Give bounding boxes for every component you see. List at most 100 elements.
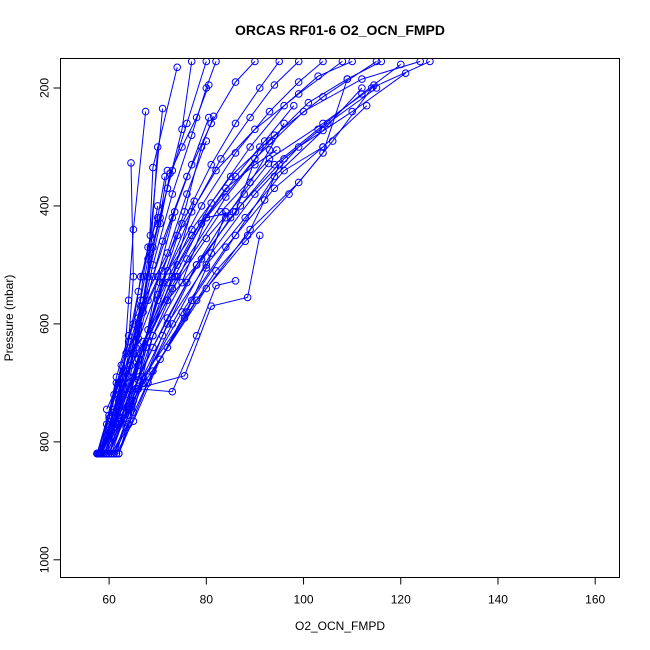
data-point: [265, 146, 274, 154]
data-point: [132, 385, 140, 393]
data-point: [426, 58, 434, 66]
data-point: [251, 58, 259, 66]
data-point: [226, 172, 235, 181]
data-point: [246, 225, 254, 234]
data-point: [372, 58, 381, 66]
data-point: [173, 261, 181, 269]
data-point: [173, 272, 181, 281]
data-point: [207, 160, 215, 169]
data-point: [129, 396, 138, 405]
x-axis: 60 80 100 120 140 160: [102, 577, 606, 607]
data-point: [187, 231, 196, 240]
data-point: [256, 231, 264, 240]
data-point: [105, 449, 113, 458]
data-point: [217, 208, 225, 216]
data-point: [149, 163, 157, 172]
data-point: [264, 159, 273, 168]
data-point: [212, 267, 220, 275]
data-point: [163, 320, 172, 328]
data-point: [270, 160, 279, 169]
profile-line: [96, 117, 210, 454]
data-point: [202, 284, 211, 293]
data-point: [153, 202, 162, 210]
data-point: [256, 84, 264, 92]
data-point: [134, 287, 143, 296]
data-point: [144, 272, 152, 281]
data-point: [153, 213, 162, 222]
data-point: [183, 119, 191, 128]
data-point: [156, 355, 164, 364]
data-point: [134, 334, 143, 343]
data-point: [132, 343, 140, 352]
data-point: [134, 361, 143, 370]
x-tick-label: 60: [102, 593, 116, 607]
data-point: [209, 112, 218, 121]
y-axis: 200 400 600 800 1000: [38, 78, 61, 573]
y-tick-label: 200: [38, 78, 52, 98]
data-point: [122, 349, 130, 358]
plot-lines: [96, 60, 431, 454]
data-point: [163, 314, 172, 322]
data-point: [319, 149, 327, 157]
data-point: [110, 390, 118, 399]
data-point: [163, 267, 172, 275]
data-point: [319, 126, 327, 135]
data-point: [256, 143, 264, 151]
data-point: [110, 405, 118, 414]
data-point: [358, 90, 366, 98]
data-point: [197, 255, 206, 263]
data-point: [251, 155, 259, 163]
data-point: [294, 78, 303, 86]
data-point: [134, 320, 143, 328]
data-point: [178, 219, 186, 228]
data-point: [163, 166, 172, 175]
data-point: [149, 261, 157, 269]
data-point: [187, 160, 196, 169]
data-point: [115, 449, 123, 458]
profile-line: [106, 67, 178, 410]
data-point: [401, 69, 410, 77]
data-point: [222, 213, 230, 222]
data-point: [178, 143, 186, 151]
x-tick-label: 120: [391, 593, 411, 607]
y-axis-label: Pressure (mbar): [2, 275, 16, 362]
y-tick-label: 800: [38, 432, 52, 452]
data-point: [149, 343, 157, 352]
data-point: [222, 184, 230, 193]
data-point: [192, 113, 201, 122]
data-point: [222, 193, 230, 201]
data-point: [153, 296, 162, 305]
data-point: [163, 249, 172, 257]
data-point: [163, 296, 172, 305]
data-point: [153, 290, 162, 299]
data-point: [270, 81, 279, 89]
data-point: [294, 143, 303, 151]
data-point: [178, 125, 186, 134]
data-point: [265, 155, 274, 163]
x-axis-label: O2_OCN_FMPD: [295, 619, 385, 633]
data-point: [178, 278, 186, 287]
data-point: [124, 296, 133, 305]
data-point: [192, 261, 201, 269]
data-point: [129, 417, 138, 426]
data-point: [202, 213, 211, 222]
data-point: [170, 272, 179, 281]
data-point: [246, 113, 254, 122]
chart-title: ORCAS RF01-6 O2_OCN_FMPD: [235, 22, 445, 38]
data-point: [202, 264, 211, 272]
data-point: [358, 75, 366, 83]
data-point: [280, 166, 288, 175]
data-point: [397, 60, 405, 69]
data-point: [190, 197, 198, 205]
data-point: [146, 249, 155, 257]
data-point: [141, 343, 150, 352]
data-point: [229, 208, 237, 216]
data-point: [134, 314, 143, 322]
data-point: [168, 284, 177, 293]
profile-line: [97, 116, 215, 454]
data-point: [370, 81, 378, 89]
data-point: [144, 326, 152, 334]
y-tick-label: 1000: [38, 546, 52, 573]
data-point: [314, 125, 322, 134]
data-point: [153, 272, 162, 281]
